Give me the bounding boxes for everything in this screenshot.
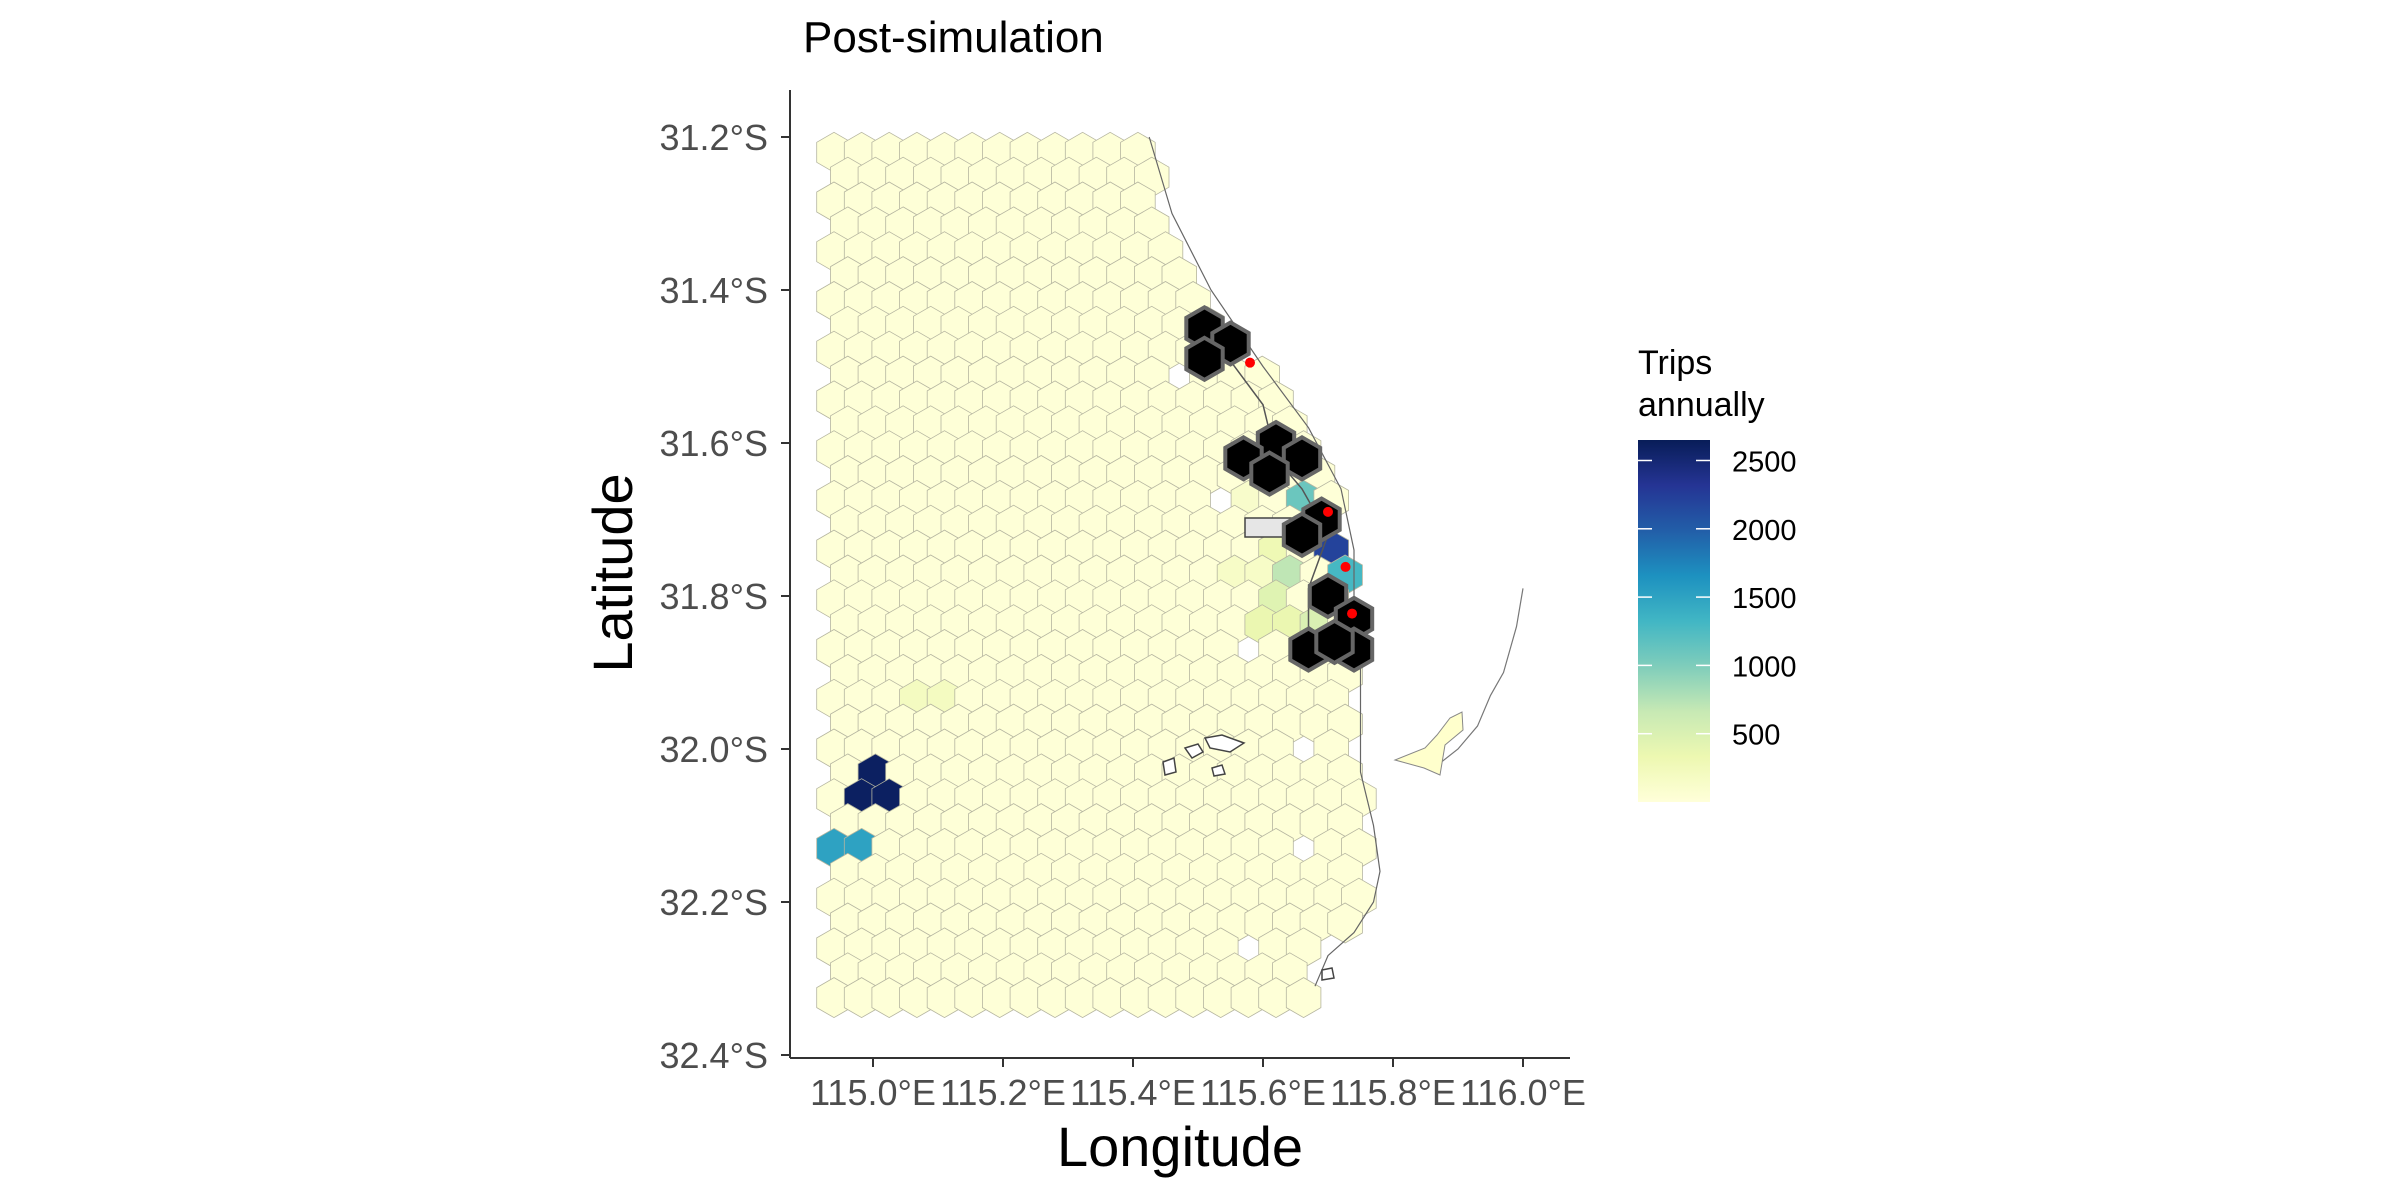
legend-title-line2: annually [1638,386,1765,424]
ramp-points-layer [1245,357,1358,619]
legend-ticks: 2500 2000 1500 1000 500 [1638,446,1797,752]
closure-cell [1281,434,1323,482]
hex-cell [1285,977,1322,1019]
closure-cell [1184,335,1225,383]
ramp-point [1245,357,1255,368]
island-shape [1321,967,1335,981]
ramp-point [1323,506,1333,517]
island-shape [1162,756,1177,776]
y-tick-label: 32.2°S [660,882,768,923]
y-tick-label: 31.4°S [660,270,768,311]
island-shape [1203,734,1246,753]
closure-cell [1281,511,1323,559]
y-tick-label: 31.2°S [660,117,768,158]
ramp-point [1347,608,1358,619]
legend-tick-label: 1000 [1732,651,1797,683]
y-tick-label: 32.0°S [660,729,768,770]
x-axis-title: Longitude [1057,1115,1303,1178]
estuary-shape [1393,711,1464,776]
legend-title-line1: Trips [1638,344,1712,382]
x-tick-label: 115.4°E [1070,1072,1196,1113]
hexbin-layer [816,131,1377,1019]
x-tick-label: 115.8°E [1330,1072,1456,1113]
closure-area-layer [1184,304,1375,673]
legend-tick-label: 2000 [1732,515,1797,547]
y-axis-title: Latitude [581,473,644,672]
y-tick-label: 31.6°S [660,423,768,464]
closure-cell [1314,618,1355,666]
legend-tick-label: 1500 [1732,583,1797,615]
legend-tick-label: 2500 [1732,446,1797,478]
river-line [1438,588,1524,765]
x-tick-label: 116.0°E [1460,1072,1586,1113]
x-tick-label: 115.2°E [940,1072,1066,1113]
y-tick-label: 32.4°S [660,1035,768,1076]
y-tick-label: 31.8°S [660,576,768,617]
legend-tick-label: 500 [1732,720,1780,752]
island-shape [1183,743,1205,759]
legend-colorbar [1638,440,1710,802]
x-tick-label: 115.6°E [1200,1072,1326,1113]
ramp-point [1340,561,1351,572]
plot-title: Post-simulation [803,13,1104,62]
x-tick-label: 115.0°E [810,1072,936,1113]
island-shape [1211,764,1226,777]
closure-cell [1249,450,1290,497]
coastline-layer [1148,136,1524,987]
color-legend: Trips annually 2500 2000 1500 1000 500 [1638,344,1797,802]
y-axis-ticks: 31.2°S 31.4°S 31.6°S 31.8°S 32.0°S 32.2°S 32.4… [660,117,790,1076]
x-axis-ticks: 115.0°E 115.2°E 115.4°E 115.6°E 115.8°E 116.0… [810,1058,1586,1113]
